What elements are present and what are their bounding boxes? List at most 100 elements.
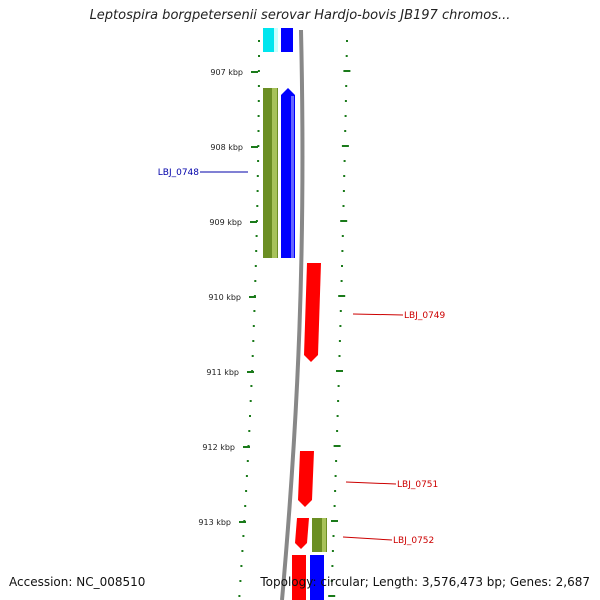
minor-tick	[337, 400, 340, 402]
kbp-label-912: 912 kbp	[202, 443, 235, 452]
minor-tick	[248, 430, 251, 432]
minor-tick	[336, 415, 339, 417]
map-title: Leptospira borgpetersenii serovar Hardjo…	[89, 8, 511, 23]
kbp-label-908: 908 kbp	[210, 143, 243, 152]
kbp-label-913: 913 kbp	[198, 518, 231, 527]
minor-tick	[332, 535, 335, 537]
minor-tick	[238, 595, 241, 597]
olive-gene-highlight	[272, 88, 277, 258]
cyan-feature	[263, 28, 277, 52]
minor-tick	[342, 190, 345, 192]
gene-red-bottom	[292, 555, 306, 600]
minor-tick	[331, 550, 334, 552]
minor-tick	[337, 385, 340, 387]
minor-tick	[344, 115, 347, 117]
minor-tick	[338, 295, 346, 297]
minor-tick	[331, 520, 338, 522]
minor-tick	[343, 175, 346, 177]
minor-tick	[333, 505, 336, 507]
minor-tick	[242, 535, 245, 537]
accession-text: Accession: NC_008510	[9, 575, 146, 589]
minor-tick	[331, 565, 334, 567]
blue-feature-top	[281, 28, 293, 52]
gene-label-lbj-0749[interactable]: LBJ_0749	[404, 311, 446, 321]
kbp-label-911: 911 kbp	[206, 368, 239, 377]
minor-tick	[345, 85, 348, 87]
kbp-scale: 907 kbp 908 kbp 909 kbp 910 kbp 911 kbp …	[198, 68, 258, 527]
leader-lbj-0752	[342, 536, 393, 541]
minor-tick	[341, 235, 344, 237]
minor-tick	[257, 160, 260, 162]
minor-tick	[256, 175, 259, 177]
minor-tick	[253, 310, 256, 312]
minor-tick	[250, 385, 253, 387]
minor-tick	[240, 565, 243, 567]
minor-tick	[251, 355, 254, 357]
gene-lbj-0748-highlight	[291, 96, 294, 258]
minor-tick	[343, 70, 351, 72]
gene-red-small	[295, 518, 309, 549]
minor-tick	[330, 580, 333, 582]
gene-label-lbj-0751[interactable]: LBJ_0751	[397, 480, 438, 490]
minor-tick	[258, 40, 260, 42]
minor-tick	[341, 145, 349, 147]
minor-tick	[249, 415, 251, 417]
minor-tick	[346, 40, 348, 42]
minor-tick	[342, 205, 345, 207]
minor-tick	[254, 280, 257, 282]
minor-tick	[341, 250, 344, 252]
kbp-label-909: 909 kbp	[209, 218, 242, 227]
gene-lbj-0749	[304, 263, 321, 362]
minor-tick	[257, 85, 260, 87]
minor-tick	[255, 235, 258, 237]
minor-tick	[336, 430, 339, 432]
minor-tick	[334, 475, 337, 477]
minor-tick	[246, 460, 249, 462]
minor-tick	[343, 160, 346, 162]
minor-tick	[241, 550, 244, 552]
minor-tick	[257, 130, 260, 132]
minor-tick	[256, 190, 259, 192]
minor-tick	[339, 310, 342, 312]
minor-tick	[249, 400, 252, 402]
minor-tick	[335, 460, 338, 462]
minor-tick	[340, 280, 343, 282]
minor-tick	[257, 145, 260, 147]
minor-tick	[254, 265, 257, 267]
minor-tick	[244, 505, 247, 507]
minor-tick	[341, 265, 343, 267]
minor-tick	[340, 220, 348, 222]
tick-track-left	[238, 40, 260, 597]
kbp-label-910: 910 kbp	[208, 293, 241, 302]
gene-lbj-0751	[298, 451, 314, 507]
minor-tick	[257, 100, 260, 102]
tick-track-right	[328, 40, 351, 597]
minor-tick	[338, 340, 341, 342]
gene-lbj-0752-highlight	[322, 518, 326, 552]
minor-tick	[345, 55, 348, 57]
minor-tick	[252, 325, 255, 327]
minor-tick	[245, 475, 248, 477]
minor-tick	[257, 70, 260, 72]
minor-tick	[245, 490, 248, 492]
minor-tick	[338, 355, 341, 357]
minor-tick	[252, 340, 255, 342]
leader-lbj-0749	[352, 313, 404, 316]
minor-tick	[255, 250, 258, 252]
chromosome-backbone	[280, 29, 305, 600]
minor-tick	[333, 445, 341, 447]
minor-tick	[339, 325, 342, 327]
cyan-feature-shade	[274, 28, 278, 52]
minor-tick	[256, 205, 259, 207]
gene-label-lbj-0752[interactable]: LBJ_0752	[393, 536, 434, 546]
gene-label-lbj-0748[interactable]: LBJ_0748	[158, 168, 200, 178]
kbp-label-907: 907 kbp	[210, 68, 243, 77]
minor-tick	[328, 595, 336, 597]
minor-tick	[258, 55, 260, 57]
gene-blue-bottom	[310, 555, 324, 600]
minor-tick	[344, 130, 347, 132]
leader-lbj-0751	[345, 481, 397, 485]
minor-tick	[239, 580, 242, 582]
minor-tick	[257, 115, 260, 117]
